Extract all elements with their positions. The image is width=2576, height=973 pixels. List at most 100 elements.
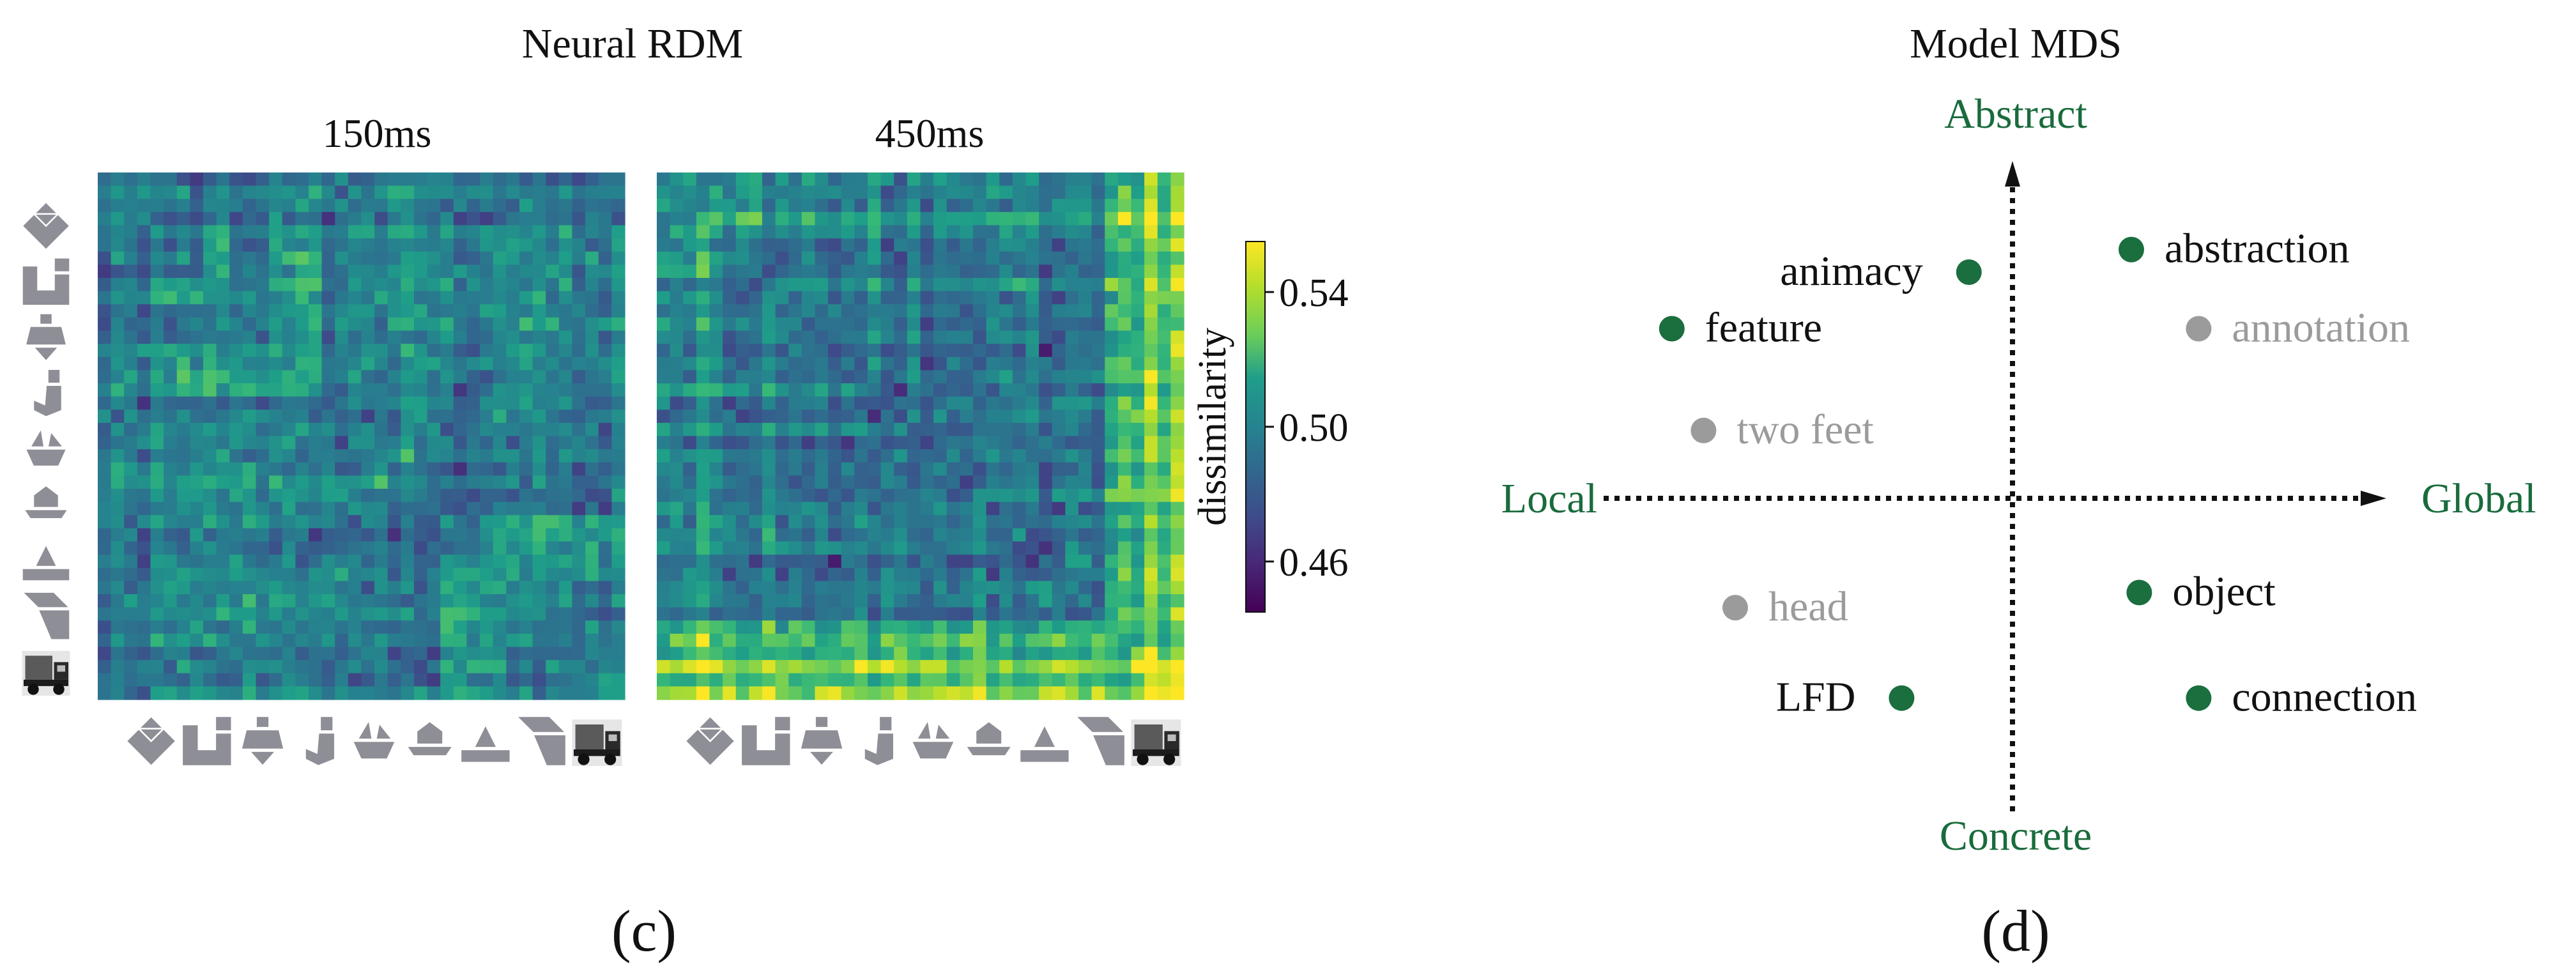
heatmap-cell bbox=[506, 172, 520, 187]
heatmap-cell bbox=[735, 251, 749, 265]
heatmap-cell bbox=[788, 291, 802, 305]
heatmap-cell bbox=[1170, 647, 1184, 661]
heatmap-cell bbox=[670, 515, 684, 529]
heatmap-cell bbox=[176, 264, 190, 279]
heatmap-cell bbox=[124, 581, 138, 595]
heatmap-cell bbox=[657, 172, 671, 187]
heatmap-cell bbox=[762, 647, 776, 661]
heatmap-cell bbox=[946, 317, 960, 332]
heatmap-cell bbox=[493, 528, 507, 542]
heatmap-cell bbox=[868, 462, 882, 476]
heatmap-cell bbox=[1117, 515, 1132, 529]
heatmap-cell bbox=[709, 356, 723, 371]
heatmap-cell bbox=[1012, 489, 1027, 503]
heatmap-cell bbox=[558, 199, 573, 213]
heatmap-cell bbox=[98, 211, 112, 226]
heatmap-cell bbox=[427, 567, 441, 581]
heatmap-cell bbox=[657, 422, 671, 437]
heatmap-cell bbox=[933, 436, 947, 450]
heatmap-cell bbox=[801, 211, 816, 226]
heatmap-cell bbox=[295, 251, 309, 265]
heatmap-cell bbox=[1039, 278, 1053, 292]
heatmap-cell bbox=[321, 555, 335, 569]
heatmap-cell bbox=[229, 356, 243, 371]
heatmap-cell bbox=[1170, 225, 1184, 239]
heatmap-cell bbox=[256, 555, 270, 569]
heatmap-cell bbox=[466, 304, 480, 318]
heatmap-cell bbox=[137, 396, 151, 410]
heatmap-cell bbox=[256, 330, 270, 344]
heatmap-cell bbox=[1157, 317, 1171, 332]
heatmap-cell bbox=[815, 185, 829, 199]
heatmap-cell bbox=[775, 436, 789, 450]
heatmap-cell bbox=[348, 462, 362, 476]
heatmap-cell bbox=[657, 238, 671, 252]
heatmap-cell bbox=[203, 199, 217, 213]
heatmap-cell bbox=[309, 264, 323, 279]
heatmap-cell bbox=[683, 502, 697, 516]
heatmap-cell bbox=[440, 199, 454, 213]
truck-photo-icon bbox=[572, 719, 622, 766]
heatmap-cell bbox=[999, 264, 1013, 279]
heatmap-cell bbox=[387, 594, 401, 608]
heatmap-cell bbox=[683, 356, 697, 371]
heatmap-cell bbox=[920, 422, 934, 437]
heatmap-cell bbox=[683, 317, 697, 332]
heatmap-cell bbox=[1039, 291, 1053, 305]
heatmap-cell bbox=[190, 567, 204, 581]
heatmap-cell bbox=[696, 251, 710, 265]
heatmap-cell bbox=[598, 541, 612, 555]
heatmap-cell bbox=[762, 330, 776, 344]
heatmap-cell bbox=[387, 238, 401, 252]
heatmap-cell bbox=[841, 278, 855, 292]
heatmap-cell bbox=[749, 199, 763, 213]
heatmap-cell bbox=[150, 344, 164, 358]
heatmap-cell bbox=[670, 620, 684, 634]
heatmap-cell bbox=[907, 278, 921, 292]
heatmap-cell bbox=[440, 264, 454, 279]
heatmap-cell bbox=[111, 383, 125, 397]
heatmap-cell bbox=[374, 317, 388, 332]
heatmap-cell bbox=[788, 489, 802, 503]
heatmap-cell bbox=[815, 581, 829, 595]
heatmap-cell bbox=[611, 396, 625, 410]
heatmap-cell bbox=[137, 278, 151, 292]
heatmap-cell bbox=[920, 291, 934, 305]
heatmap-cell bbox=[735, 330, 749, 344]
heatmap-cell bbox=[137, 344, 151, 358]
heatmap-cell bbox=[150, 356, 164, 371]
heatmap-cell bbox=[1052, 607, 1066, 621]
heatmap-cell bbox=[696, 370, 710, 384]
heatmap-cell bbox=[1105, 278, 1119, 292]
heatmap-cell bbox=[986, 199, 1000, 213]
heatmap-cell bbox=[611, 660, 625, 674]
heatmap-cell bbox=[572, 396, 586, 410]
heatmap-cell bbox=[841, 673, 855, 687]
heatmap-cell bbox=[1091, 356, 1105, 371]
heatmap-cell bbox=[309, 607, 323, 621]
heatmap-cell bbox=[374, 449, 388, 463]
heatmap-cell bbox=[1105, 185, 1119, 199]
heatmap-cell bbox=[440, 449, 454, 463]
heatmap-cell bbox=[946, 396, 960, 410]
heatmap-cell bbox=[907, 356, 921, 371]
heatmap-cell bbox=[709, 185, 723, 199]
heatmap-cell bbox=[709, 383, 723, 397]
heatmap-cell bbox=[558, 502, 573, 516]
heatmap-cell bbox=[585, 594, 599, 608]
heatmap-cell bbox=[775, 462, 789, 476]
heatmap-cell bbox=[611, 515, 625, 529]
heatmap-cell bbox=[295, 356, 309, 371]
heatmap-cell bbox=[1012, 567, 1027, 581]
heatmap-cell bbox=[946, 489, 960, 503]
heatmap-cell bbox=[670, 475, 684, 489]
heatmap-cell bbox=[309, 356, 323, 371]
heatmap-cell bbox=[414, 647, 428, 661]
heatmap-cell bbox=[1144, 172, 1158, 187]
heatmap-cell bbox=[585, 686, 599, 700]
heatmap-cell bbox=[709, 291, 723, 305]
heatmap-cell bbox=[176, 462, 190, 476]
heatmap-cell bbox=[190, 541, 204, 555]
heatmap-cell bbox=[894, 211, 908, 226]
heatmap-cell bbox=[894, 278, 908, 292]
